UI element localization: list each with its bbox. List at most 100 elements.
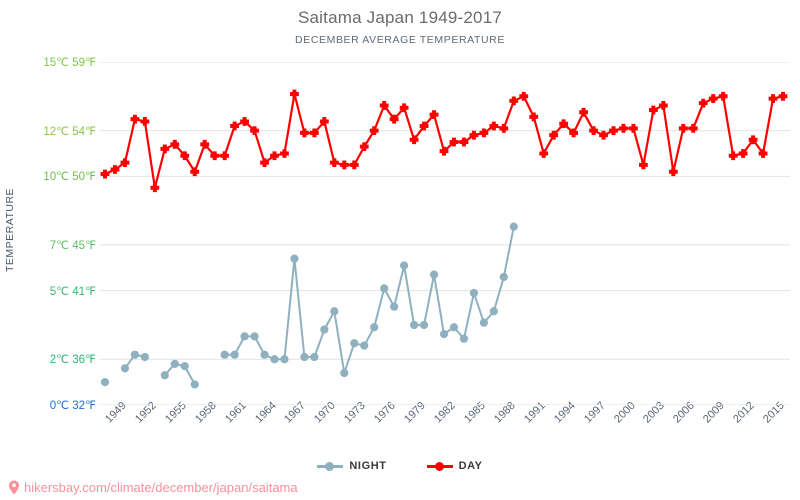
data-point	[509, 96, 519, 106]
data-point	[399, 103, 409, 113]
data-point	[459, 334, 469, 343]
data-point	[330, 307, 339, 316]
data-point	[728, 151, 738, 161]
data-point	[409, 320, 419, 330]
page-title: Saitama Japan 1949-2017	[297, 8, 503, 27]
data-point	[140, 117, 150, 126]
data-point	[319, 117, 329, 126]
legend-label: DAY	[458, 460, 483, 472]
chart-canvas	[100, 61, 790, 414]
data-point	[220, 350, 229, 359]
data-point	[300, 352, 309, 362]
data-point	[270, 355, 279, 364]
data-point	[260, 158, 269, 168]
data-point	[290, 254, 299, 263]
data-point	[539, 149, 549, 158]
data-point	[290, 89, 299, 99]
legend-label: NIGHT	[349, 460, 387, 472]
data-point	[688, 123, 698, 133]
data-point	[160, 371, 169, 380]
data-point	[668, 167, 678, 177]
data-point	[429, 110, 439, 119]
data-point	[379, 101, 389, 110]
data-point	[170, 359, 179, 368]
data-point	[569, 128, 579, 138]
series-line	[163, 362, 196, 386]
data-point	[360, 341, 369, 350]
data-point	[339, 160, 349, 170]
data-point	[260, 350, 269, 359]
data-point	[150, 183, 160, 193]
data-point	[350, 339, 359, 348]
data-point	[449, 137, 459, 147]
data-point	[469, 130, 479, 140]
data-point	[499, 123, 509, 133]
data-point	[449, 323, 459, 332]
gridlines	[100, 61, 790, 406]
legend-swatch-icon	[317, 461, 344, 471]
legend-item-night[interactable]: NIGHT	[317, 460, 386, 472]
data-point	[658, 101, 668, 110]
source-url-text: hikersbay.com/climate/december/japan/sai…	[24, 480, 298, 495]
data-point	[160, 144, 170, 154]
series-line	[223, 225, 515, 374]
map-pin-icon	[9, 480, 19, 495]
data-point	[589, 126, 598, 135]
data-point	[519, 91, 529, 101]
data-point	[140, 352, 149, 362]
series-night	[100, 222, 518, 389]
data-point	[270, 151, 279, 161]
series-day	[100, 89, 788, 193]
data-point	[190, 380, 199, 389]
data-point	[100, 169, 110, 179]
data-point	[359, 142, 369, 152]
data-point	[409, 135, 419, 145]
chart-subtitle: DECEMBER AVERAGE TEMPERATURE	[295, 34, 505, 46]
data-point	[678, 123, 688, 133]
data-point	[579, 107, 588, 117]
data-point	[280, 355, 289, 364]
plot-area	[100, 61, 790, 414]
data-point	[370, 323, 379, 332]
data-point	[639, 160, 648, 170]
data-point	[220, 151, 230, 161]
legend-swatch-icon	[426, 461, 453, 471]
data-point	[738, 149, 748, 158]
data-point	[320, 325, 329, 334]
data-point	[389, 114, 399, 124]
chart-legend: NIGHT DAY	[0, 460, 800, 472]
y-tick-label: 7℃ 45℉	[49, 239, 96, 252]
data-point	[559, 119, 569, 129]
data-point	[210, 151, 220, 161]
data-point	[390, 302, 399, 311]
data-point	[180, 362, 189, 371]
data-point	[419, 121, 429, 131]
data-point	[469, 288, 479, 298]
data-point	[250, 126, 259, 135]
data-point	[329, 158, 339, 168]
legend-item-day[interactable]: DAY	[426, 460, 483, 472]
data-point	[718, 91, 728, 101]
y-tick-label: 15℃ 59℉	[43, 57, 96, 69]
data-point	[778, 91, 788, 101]
data-point	[648, 105, 658, 115]
y-tick-label: 12℃ 54℉	[43, 125, 96, 138]
data-point	[130, 114, 140, 124]
data-point	[190, 167, 200, 177]
data-point	[768, 94, 778, 103]
data-point	[280, 149, 289, 158]
data-point	[489, 307, 498, 316]
data-point	[110, 165, 120, 174]
y-tick-label: 2℃ 36℉	[49, 354, 96, 367]
data-point	[300, 128, 309, 138]
source-watermark[interactable]: hikersbay.com/climate/december/japan/sai…	[8, 480, 298, 495]
data-point	[400, 261, 409, 270]
data-point	[369, 126, 379, 135]
data-point	[439, 146, 449, 156]
data-point	[499, 272, 508, 282]
data-point	[698, 98, 708, 108]
data-point	[380, 284, 389, 293]
data-point	[748, 135, 758, 145]
y-axis-tick-labels: 15℃ 59℉ 12℃ 54℉ 10℃ 50℉ 7℃ 45℉ 5℃ 41℉ 2℃ 36℉ 0…	[0, 0, 96, 500]
